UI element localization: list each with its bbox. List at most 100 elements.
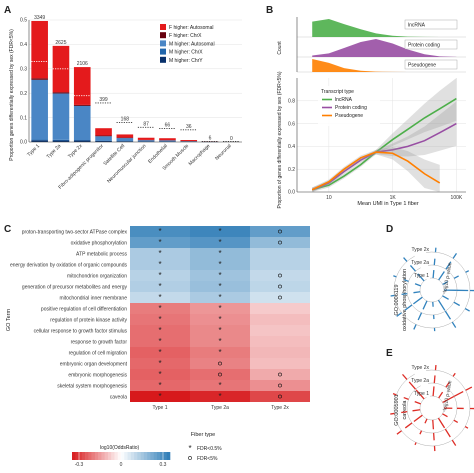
e-spiral-bar bbox=[465, 386, 473, 391]
a-ytick-label: 0.4 bbox=[20, 42, 27, 48]
c-heatmap-cell bbox=[190, 391, 250, 402]
a-ytick-label: 0.5 bbox=[20, 18, 27, 24]
c-circle-mark bbox=[278, 273, 282, 278]
c-star-mark: * bbox=[158, 227, 161, 236]
b-band-label: Pseudogene bbox=[408, 63, 436, 69]
a-bar-segment bbox=[95, 136, 112, 141]
c-colorbar-tick-label: 0 bbox=[120, 462, 123, 468]
c-circle-mark bbox=[278, 240, 282, 245]
c-heatmap-cell bbox=[250, 325, 310, 336]
a-xtick-label: Neuronal bbox=[214, 143, 233, 162]
a-legend-label: M higher: ChrX bbox=[169, 50, 203, 56]
a-bar-segment bbox=[31, 20, 48, 79]
c-star-mark: * bbox=[158, 315, 161, 324]
b-legend-label: lncRNA bbox=[335, 97, 353, 103]
c-circle-mark bbox=[278, 394, 282, 399]
a-bar-segment bbox=[95, 135, 112, 137]
b-density-area bbox=[312, 59, 457, 72]
a-xtick-label: Endothelial bbox=[147, 143, 169, 165]
b-band-label-box bbox=[404, 19, 458, 30]
a-bar-segment bbox=[52, 140, 70, 142]
b-density-area bbox=[312, 39, 457, 57]
panel-c-ylabel: GO Term bbox=[6, 308, 12, 331]
c-star-mark: * bbox=[218, 238, 221, 247]
c-row-label: embryonic morphogenesis bbox=[68, 372, 127, 378]
panel-d-go-id: GO:0006119 bbox=[394, 284, 400, 315]
c-heatmap-cell bbox=[190, 358, 250, 369]
c-heatmap-cell bbox=[130, 281, 190, 292]
a-bar-segment bbox=[159, 140, 176, 142]
c-column-label: Type 2x bbox=[271, 405, 289, 411]
c-row-label: regulation of protein kinase activity bbox=[50, 317, 127, 323]
c-heatmap-cell bbox=[190, 270, 250, 281]
e-ring-label: Type 2x bbox=[411, 365, 429, 371]
a-bar-segment bbox=[116, 138, 134, 142]
c-heatmap-cell bbox=[130, 314, 190, 325]
d-spiral-bar bbox=[453, 275, 459, 279]
c-heatmap-cell bbox=[190, 259, 250, 270]
d-ring-label: Type 2a bbox=[411, 260, 429, 266]
a-count-label: 87 bbox=[143, 121, 149, 127]
a-legend-label: F higher: ChrX bbox=[169, 33, 202, 39]
panel-a-bars bbox=[31, 20, 240, 143]
b-ytick-label: 0.2 bbox=[288, 167, 295, 173]
a-legend-label: M higher: ChrY bbox=[169, 58, 203, 64]
e-ring-axis bbox=[406, 382, 458, 434]
d-spiral-bar bbox=[452, 252, 458, 259]
b-xtick-label: 1K bbox=[390, 195, 397, 201]
c-circle-mark bbox=[218, 372, 222, 377]
d-spiral-bar bbox=[432, 270, 435, 279]
c-colorbar-step bbox=[117, 452, 122, 460]
c-star-mark: * bbox=[218, 337, 221, 346]
b-confidence-band bbox=[312, 146, 440, 192]
c-heatmap-cell bbox=[130, 369, 190, 380]
d-spiral-bar bbox=[413, 324, 417, 330]
c-colorbar-tick-label: -0.3 bbox=[75, 462, 84, 468]
c-colorbar-step bbox=[156, 452, 161, 460]
a-bar-segment bbox=[52, 93, 70, 140]
a-legend-swatch bbox=[160, 32, 166, 39]
c-colorbar-step bbox=[134, 452, 138, 460]
e-ring-label: Type 2a bbox=[411, 378, 429, 384]
panel-c-cells bbox=[130, 226, 310, 402]
c-legend-label: FDR<0.5% bbox=[197, 446, 222, 452]
a-xtick-label: Type 2x bbox=[67, 143, 84, 160]
panel-e-go-id: GO:0005901 bbox=[394, 394, 400, 426]
e-spiral-bar bbox=[419, 430, 423, 435]
c-row-label: mitochondrial inner membrane bbox=[59, 295, 127, 301]
a-xtick-label: Macrophage bbox=[188, 143, 212, 167]
panel-b-ylabel: Proportion of genes differentially expre… bbox=[277, 71, 283, 208]
e-spiral-bar bbox=[451, 439, 457, 446]
d-spiral-bar bbox=[445, 261, 452, 270]
a-bar-segment bbox=[31, 140, 48, 142]
a-bar-segment bbox=[31, 78, 48, 80]
b-ytick-label: 0.6 bbox=[288, 121, 295, 127]
c-star-mark: * bbox=[218, 381, 221, 390]
c-row-label: regulation of cell migration bbox=[69, 350, 128, 356]
e-spiral-bar bbox=[390, 412, 395, 415]
c-row-label: response to growth factor bbox=[71, 339, 128, 345]
panel-b-xlabel: Mean UMI in Type 1 fiber bbox=[357, 201, 419, 207]
c-heatmap-cell bbox=[190, 325, 250, 336]
a-bar-segment bbox=[116, 141, 134, 142]
c-colorbar-step bbox=[98, 452, 102, 460]
c-heatmap-cell bbox=[190, 347, 250, 358]
b-series-line bbox=[311, 97, 457, 191]
d-spiral-bar bbox=[444, 310, 452, 320]
c-colorbar-step bbox=[143, 452, 148, 460]
c-heatmap-cell bbox=[130, 270, 190, 281]
c-colorbar-step bbox=[166, 452, 171, 460]
c-heatmap-cell bbox=[250, 380, 310, 391]
c-heatmap-cell bbox=[190, 380, 250, 391]
a-legend-swatch bbox=[160, 40, 166, 47]
panel-a-yaxis: 0.0 0.1 0.2 0.3 0.4 0.5 bbox=[20, 18, 30, 146]
c-heatmap-cell bbox=[250, 336, 310, 347]
c-heatmap-cell bbox=[250, 358, 310, 369]
d-spiral-bar bbox=[464, 308, 470, 312]
b-band-label-box bbox=[404, 59, 458, 70]
a-bar-segment bbox=[95, 141, 112, 142]
a-count-label: 399 bbox=[99, 97, 108, 103]
e-spiral-bar bbox=[433, 375, 436, 384]
c-heatmap-cell bbox=[250, 226, 310, 237]
a-ytick-label: 0.3 bbox=[20, 67, 27, 73]
